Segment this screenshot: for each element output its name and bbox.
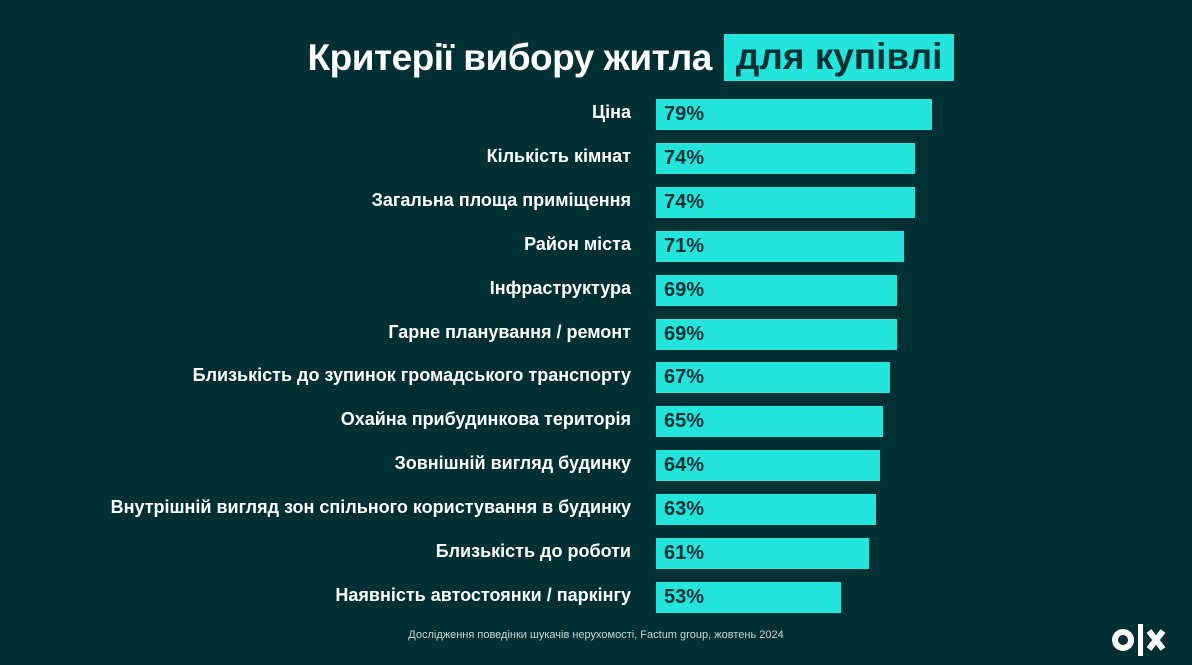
category-label: Близькість до роботи xyxy=(435,541,631,561)
bar xyxy=(656,450,880,482)
bar xyxy=(656,494,877,526)
category-label: Кількість кімнат xyxy=(486,145,631,166)
category-label: Район міста xyxy=(524,233,631,254)
category-label: Ціна xyxy=(591,102,631,122)
data-label: 67% xyxy=(664,366,705,389)
bar xyxy=(656,230,905,262)
category-label: Внутрішній вигляд зон спільного користув… xyxy=(110,497,631,518)
category-label: Охайна прибудинкова територія xyxy=(340,409,631,430)
title-main: Критерії вибору житла xyxy=(307,36,713,78)
bar xyxy=(656,186,915,218)
bar xyxy=(656,99,932,130)
source-note: Дослідження поведінки шукачів нерухомост… xyxy=(408,629,784,641)
data-label: 74% xyxy=(664,146,705,169)
data-label: 79% xyxy=(664,103,705,125)
category-label: Гарне планування / ремонт xyxy=(388,321,631,342)
bar xyxy=(656,274,898,306)
data-label: 61% xyxy=(664,542,705,564)
category-label: Близькість до зупинок громадського транс… xyxy=(192,365,631,386)
data-label: 64% xyxy=(664,454,705,477)
bar xyxy=(656,142,915,174)
data-label: 71% xyxy=(664,234,705,257)
olx-logo xyxy=(1112,624,1166,656)
bar xyxy=(656,581,842,613)
category-label: Зовнішній вигляд будинку xyxy=(394,453,631,474)
data-label: 63% xyxy=(664,498,705,521)
category-label: Загальна площа приміщення xyxy=(371,189,631,210)
bar xyxy=(656,318,898,350)
bar xyxy=(656,538,870,569)
chart-title: Критерії вибору житла для купівлі xyxy=(0,34,1192,81)
data-label: 53% xyxy=(664,585,705,608)
data-label: 65% xyxy=(664,410,705,433)
title-highlight: для купівлі xyxy=(723,34,955,81)
data-label: 69% xyxy=(664,322,705,345)
category-label: Інфраструктура xyxy=(489,277,631,298)
bar xyxy=(656,362,891,394)
bar xyxy=(656,406,884,438)
data-label: 74% xyxy=(664,190,705,213)
category-label: Наявність автостоянки / паркінгу xyxy=(335,584,631,605)
data-label: 69% xyxy=(664,278,705,301)
